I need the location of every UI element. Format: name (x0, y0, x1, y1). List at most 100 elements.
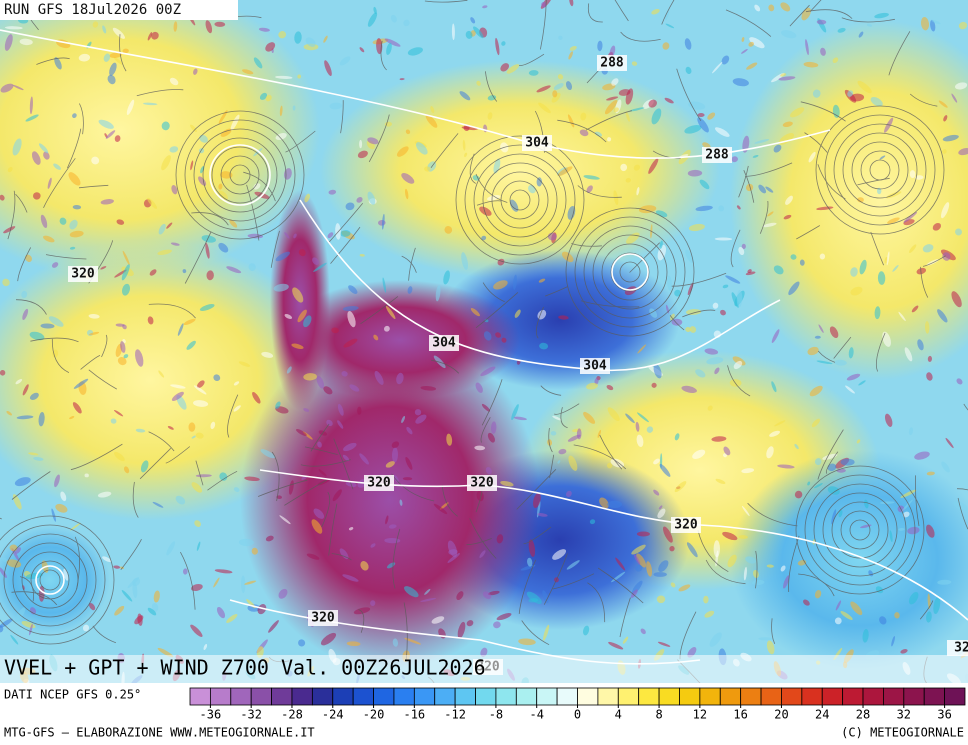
streamline (184, 231, 212, 284)
texture-speck (557, 166, 573, 177)
texture-speck (420, 597, 437, 602)
streamline (915, 475, 920, 527)
texture-speck (495, 332, 502, 338)
streamline (132, 481, 139, 518)
streamline (727, 365, 751, 397)
texture-speck (122, 250, 130, 266)
streamline (813, 483, 907, 577)
streamline (697, 530, 729, 573)
texture-speck (648, 158, 659, 174)
texture-speck (69, 230, 84, 238)
texture-speck (638, 205, 657, 214)
texture-speck (385, 515, 389, 525)
contour-label-box (702, 147, 732, 163)
texture-speck (780, 565, 786, 572)
streamline (184, 119, 296, 231)
texture-speck (565, 81, 573, 91)
texture-speck (205, 20, 213, 34)
texture-speck (186, 340, 196, 350)
streamline (469, 153, 476, 184)
texture-speck (479, 550, 486, 558)
texture-speck (476, 490, 484, 502)
streamline (888, 31, 911, 76)
contour-labels: 28830428832030430432032032032032032 (68, 55, 968, 675)
colorbar-tick-label: -24 (322, 708, 344, 722)
texture-speck (951, 93, 958, 103)
texture-speck (745, 556, 757, 564)
texture-speck (248, 263, 256, 271)
texture-speck (190, 624, 203, 637)
texture-speck (657, 641, 671, 647)
streamline (614, 0, 629, 22)
texture-speck (28, 452, 39, 456)
texture-speck (367, 191, 376, 205)
colorbar-segment (719, 687, 742, 706)
texture-speck (342, 454, 350, 462)
texture-speck (762, 222, 777, 228)
texture-speck (135, 349, 144, 367)
streamline (481, 379, 503, 426)
texture-speck (220, 128, 232, 137)
streamline (469, 518, 497, 559)
texture-speck (651, 108, 662, 125)
streamline (795, 465, 925, 595)
texture-speck (69, 219, 78, 230)
texture-speck (758, 184, 767, 194)
streamline (840, 510, 880, 550)
texture-speck (766, 640, 775, 655)
texture-speck (932, 222, 942, 231)
texture-speck (183, 318, 196, 326)
texture-speck (286, 366, 292, 374)
streamline (51, 338, 70, 373)
texture-speck (120, 341, 126, 353)
streamline (554, 403, 580, 415)
streamline (620, 31, 661, 42)
texture-speck (52, 349, 59, 358)
texture-speck (496, 613, 512, 621)
streamline (574, 216, 686, 328)
texture-speck (487, 432, 495, 443)
texture-speck (709, 632, 722, 647)
texture-speck (167, 425, 174, 430)
texture-speck (904, 347, 913, 362)
texture-speck (457, 621, 466, 639)
texture-speck (252, 392, 261, 404)
texture-speck (937, 309, 948, 323)
texture-speck (538, 102, 551, 114)
texture-speck (342, 306, 359, 311)
texture-speck (415, 414, 427, 424)
texture-speck (909, 170, 916, 179)
streamline (771, 618, 776, 644)
streamline (45, 254, 87, 260)
streamline (560, 407, 568, 429)
texture-speck (847, 90, 854, 97)
texture-speck (244, 476, 260, 482)
contour-label: 288 (600, 56, 624, 71)
contour-label: 320 (367, 476, 391, 491)
texture-speck (114, 451, 125, 462)
colorbar-segment (658, 687, 680, 706)
texture-speck (731, 292, 740, 308)
texture-speck (11, 548, 20, 561)
texture-speck (149, 269, 157, 276)
texture-speck (169, 77, 179, 86)
streamline (441, 484, 458, 517)
run-label-box (0, 0, 238, 20)
texture-speck (425, 114, 438, 128)
texture-speck (407, 286, 413, 294)
streamline (300, 459, 351, 467)
texture-speck (6, 559, 22, 568)
streamline (543, 553, 568, 605)
texture-speck (288, 480, 294, 495)
texture-speck (613, 107, 619, 113)
streamline (745, 162, 793, 177)
streamline (619, 597, 631, 638)
texture-speck (866, 23, 873, 27)
texture-speck (745, 183, 754, 192)
texture-speck (43, 235, 55, 243)
texture-speck (12, 84, 24, 91)
texture-speck (265, 535, 274, 542)
texture-speck (170, 242, 180, 246)
texture-speck (220, 171, 233, 179)
texture-speck (275, 75, 293, 79)
